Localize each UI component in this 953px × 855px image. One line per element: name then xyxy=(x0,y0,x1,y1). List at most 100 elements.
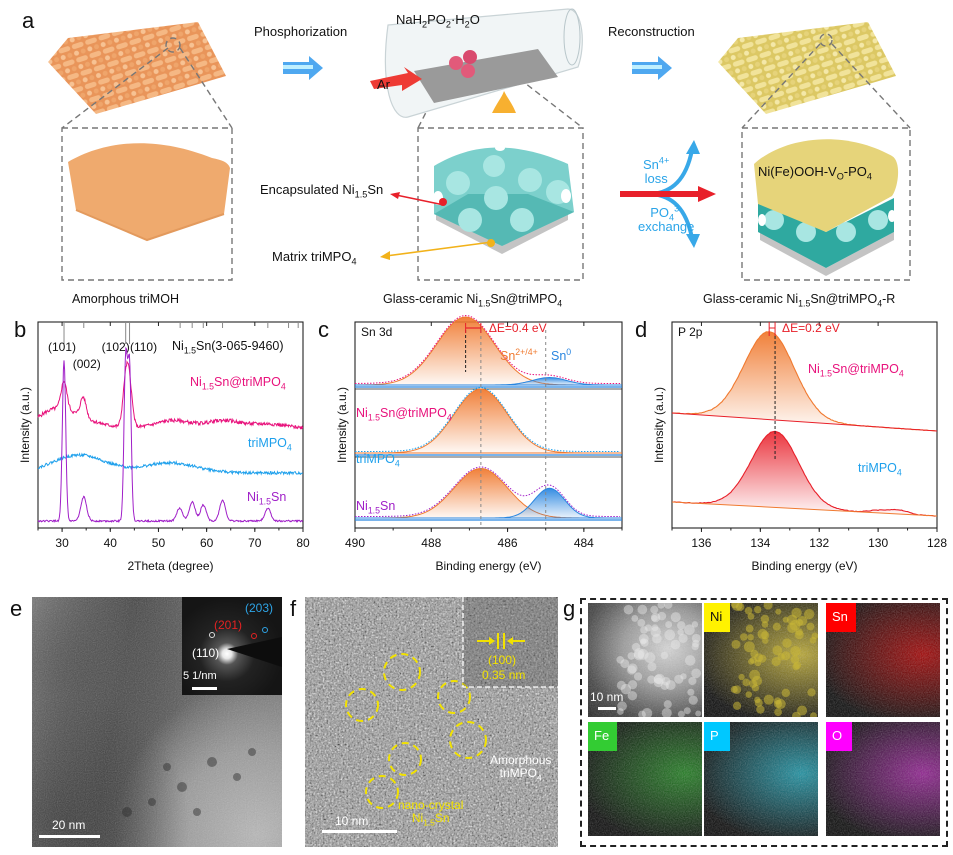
nanoparticle-dot xyxy=(623,604,634,615)
nanoparticle-dot xyxy=(677,621,686,630)
nanoparticle-dot xyxy=(745,624,754,633)
red-pointer-arrow xyxy=(390,192,445,206)
nanoparticle-dot xyxy=(773,697,782,705)
nanoparticle-dot xyxy=(638,633,649,644)
nanoparticle-dot xyxy=(660,681,669,691)
nanoparticle-dot xyxy=(665,680,676,691)
nanoparticle-dot xyxy=(617,701,627,711)
nanoparticle-dot xyxy=(731,639,741,649)
eds-element-label: Ni xyxy=(704,603,731,632)
nanoparticle-dot xyxy=(691,642,699,651)
scale-label-e: 20 nm xyxy=(52,818,86,832)
nanoparticle-dot xyxy=(684,624,695,636)
po4-exchange-label: PO43- exchange xyxy=(638,203,695,235)
x-tick-label: 486 xyxy=(498,536,518,550)
nanoparticle-dot xyxy=(651,624,659,632)
plot-frame xyxy=(671,321,938,529)
nanoparticle-dot xyxy=(640,626,648,634)
nanoparticle-dot xyxy=(782,638,792,648)
x-tick-label: 128 xyxy=(927,536,947,550)
nanoparticle-dot xyxy=(683,707,691,715)
eds-map-frame xyxy=(580,598,948,847)
y-axis-label: Intensity (a.u.) xyxy=(18,387,32,463)
xrd-series-line xyxy=(37,452,303,476)
peak-label: (002) xyxy=(73,357,101,371)
saed-label-110: (110) xyxy=(192,646,220,660)
x-tick-label: 50 xyxy=(152,536,166,550)
nanoparticle-dot xyxy=(651,615,658,622)
step-phosphorization-label: Phosphorization xyxy=(254,24,348,39)
nanoparticle-dot xyxy=(748,658,755,665)
nanoparticle-dot xyxy=(627,663,638,674)
raw-data-envelope xyxy=(355,386,621,452)
p2p-series-label-trimpo4: triMPO4 xyxy=(858,461,902,478)
nanoparticle-dot xyxy=(641,707,653,717)
xrd-series-label-trimpo4: triMPO4 xyxy=(248,436,292,453)
panel-label-g: g xyxy=(563,596,576,621)
nanoparticle-dot xyxy=(772,622,781,631)
nanoparticle-dot xyxy=(762,637,769,644)
sn3d-component-label-metallic: Sn0 xyxy=(551,346,572,363)
eds-map-sn: Sn xyxy=(826,603,940,717)
hrtem-image-f: (100) 0.35 nm Amorphous triMPO4 nano-crys… xyxy=(305,597,558,847)
background-line xyxy=(671,501,938,517)
sn3d-series-label-composite: Ni1.5Sn@triMPO4 xyxy=(356,406,452,423)
nanoparticle-dot xyxy=(677,629,684,636)
scale-bar-e xyxy=(39,835,100,838)
nanoparticle-dot xyxy=(684,655,696,666)
nanoparticle-dot xyxy=(781,688,791,698)
background-line xyxy=(671,412,938,432)
nanoparticle-dot xyxy=(661,707,672,717)
eds-map-p: P xyxy=(704,722,818,836)
lattice-plane-label: (100) xyxy=(488,653,517,667)
scale-label-g: 10 nm xyxy=(590,690,624,704)
woven-sheet-reconstructed xyxy=(718,22,896,114)
nanoparticle-dot xyxy=(650,612,661,623)
nanoparticle-dot xyxy=(650,626,661,637)
x-tick-label: 488 xyxy=(421,536,441,550)
caption-glass-ceramic: Glass-ceramic Ni1.5Sn@triMPO4 xyxy=(383,292,563,309)
nanoparticle-dot xyxy=(761,621,769,628)
x-tick-label: 30 xyxy=(55,536,69,550)
xrd-reference-label: Ni1.5Sn(3-065-9460) xyxy=(172,339,284,356)
nanoparticle-dot xyxy=(810,712,817,717)
nanoparticle-dot xyxy=(775,608,782,615)
nanoparticle-dot xyxy=(754,696,761,704)
chart-title: Sn 3d xyxy=(361,325,392,339)
nanoparticle-dot xyxy=(790,645,801,657)
nanoparticle-dot xyxy=(633,650,645,661)
fit-component xyxy=(355,487,622,519)
nanoparticle-dot xyxy=(654,673,665,685)
step-reconstruction-label: Reconstruction xyxy=(608,24,695,39)
nanoparticle-dot xyxy=(742,678,751,687)
nanoparticle-dot xyxy=(730,685,738,694)
nanoparticle-dot xyxy=(631,615,639,622)
fit-component xyxy=(355,388,622,454)
nanoparticle-dot xyxy=(692,639,700,648)
nanoparticle-dot xyxy=(628,680,638,690)
nanoparticle-dot xyxy=(804,608,815,620)
nanoparticle-dot xyxy=(627,652,636,660)
nanoparticle-dot xyxy=(657,603,665,609)
nanoparticle-dot xyxy=(657,611,667,621)
y-axis-label: Intensity (a.u.) xyxy=(335,387,349,463)
sn3d-series-label-ni15sn: Ni1.5Sn xyxy=(356,499,396,516)
nanoparticle-dot xyxy=(811,632,818,640)
chart-title: P 2p xyxy=(678,325,703,339)
reconstructed-block-illustration xyxy=(754,139,899,276)
saed-label-201: (201) xyxy=(214,618,243,632)
nanoparticle-dot xyxy=(620,683,632,695)
x-tick-label: 60 xyxy=(200,536,214,550)
nanoparticle-dot xyxy=(756,705,765,714)
nanoparticle-dot xyxy=(637,618,646,627)
nanoparticle-dot xyxy=(665,621,673,629)
xrd-series-label-ni15sn: Ni1.5Sn xyxy=(247,490,287,507)
eds-element-label: O xyxy=(826,722,852,751)
peak-label: (101) xyxy=(48,340,76,354)
nanoparticle-dot xyxy=(680,673,687,680)
nanoparticle-dot xyxy=(744,606,753,615)
x-tick-label: 130 xyxy=(868,536,888,550)
nanoparticle-dot xyxy=(740,633,748,641)
caption-reconstructed: Glass-ceramic Ni1.5Sn@triMPO4-R xyxy=(703,292,896,309)
nanoparticle-dot xyxy=(751,684,760,692)
